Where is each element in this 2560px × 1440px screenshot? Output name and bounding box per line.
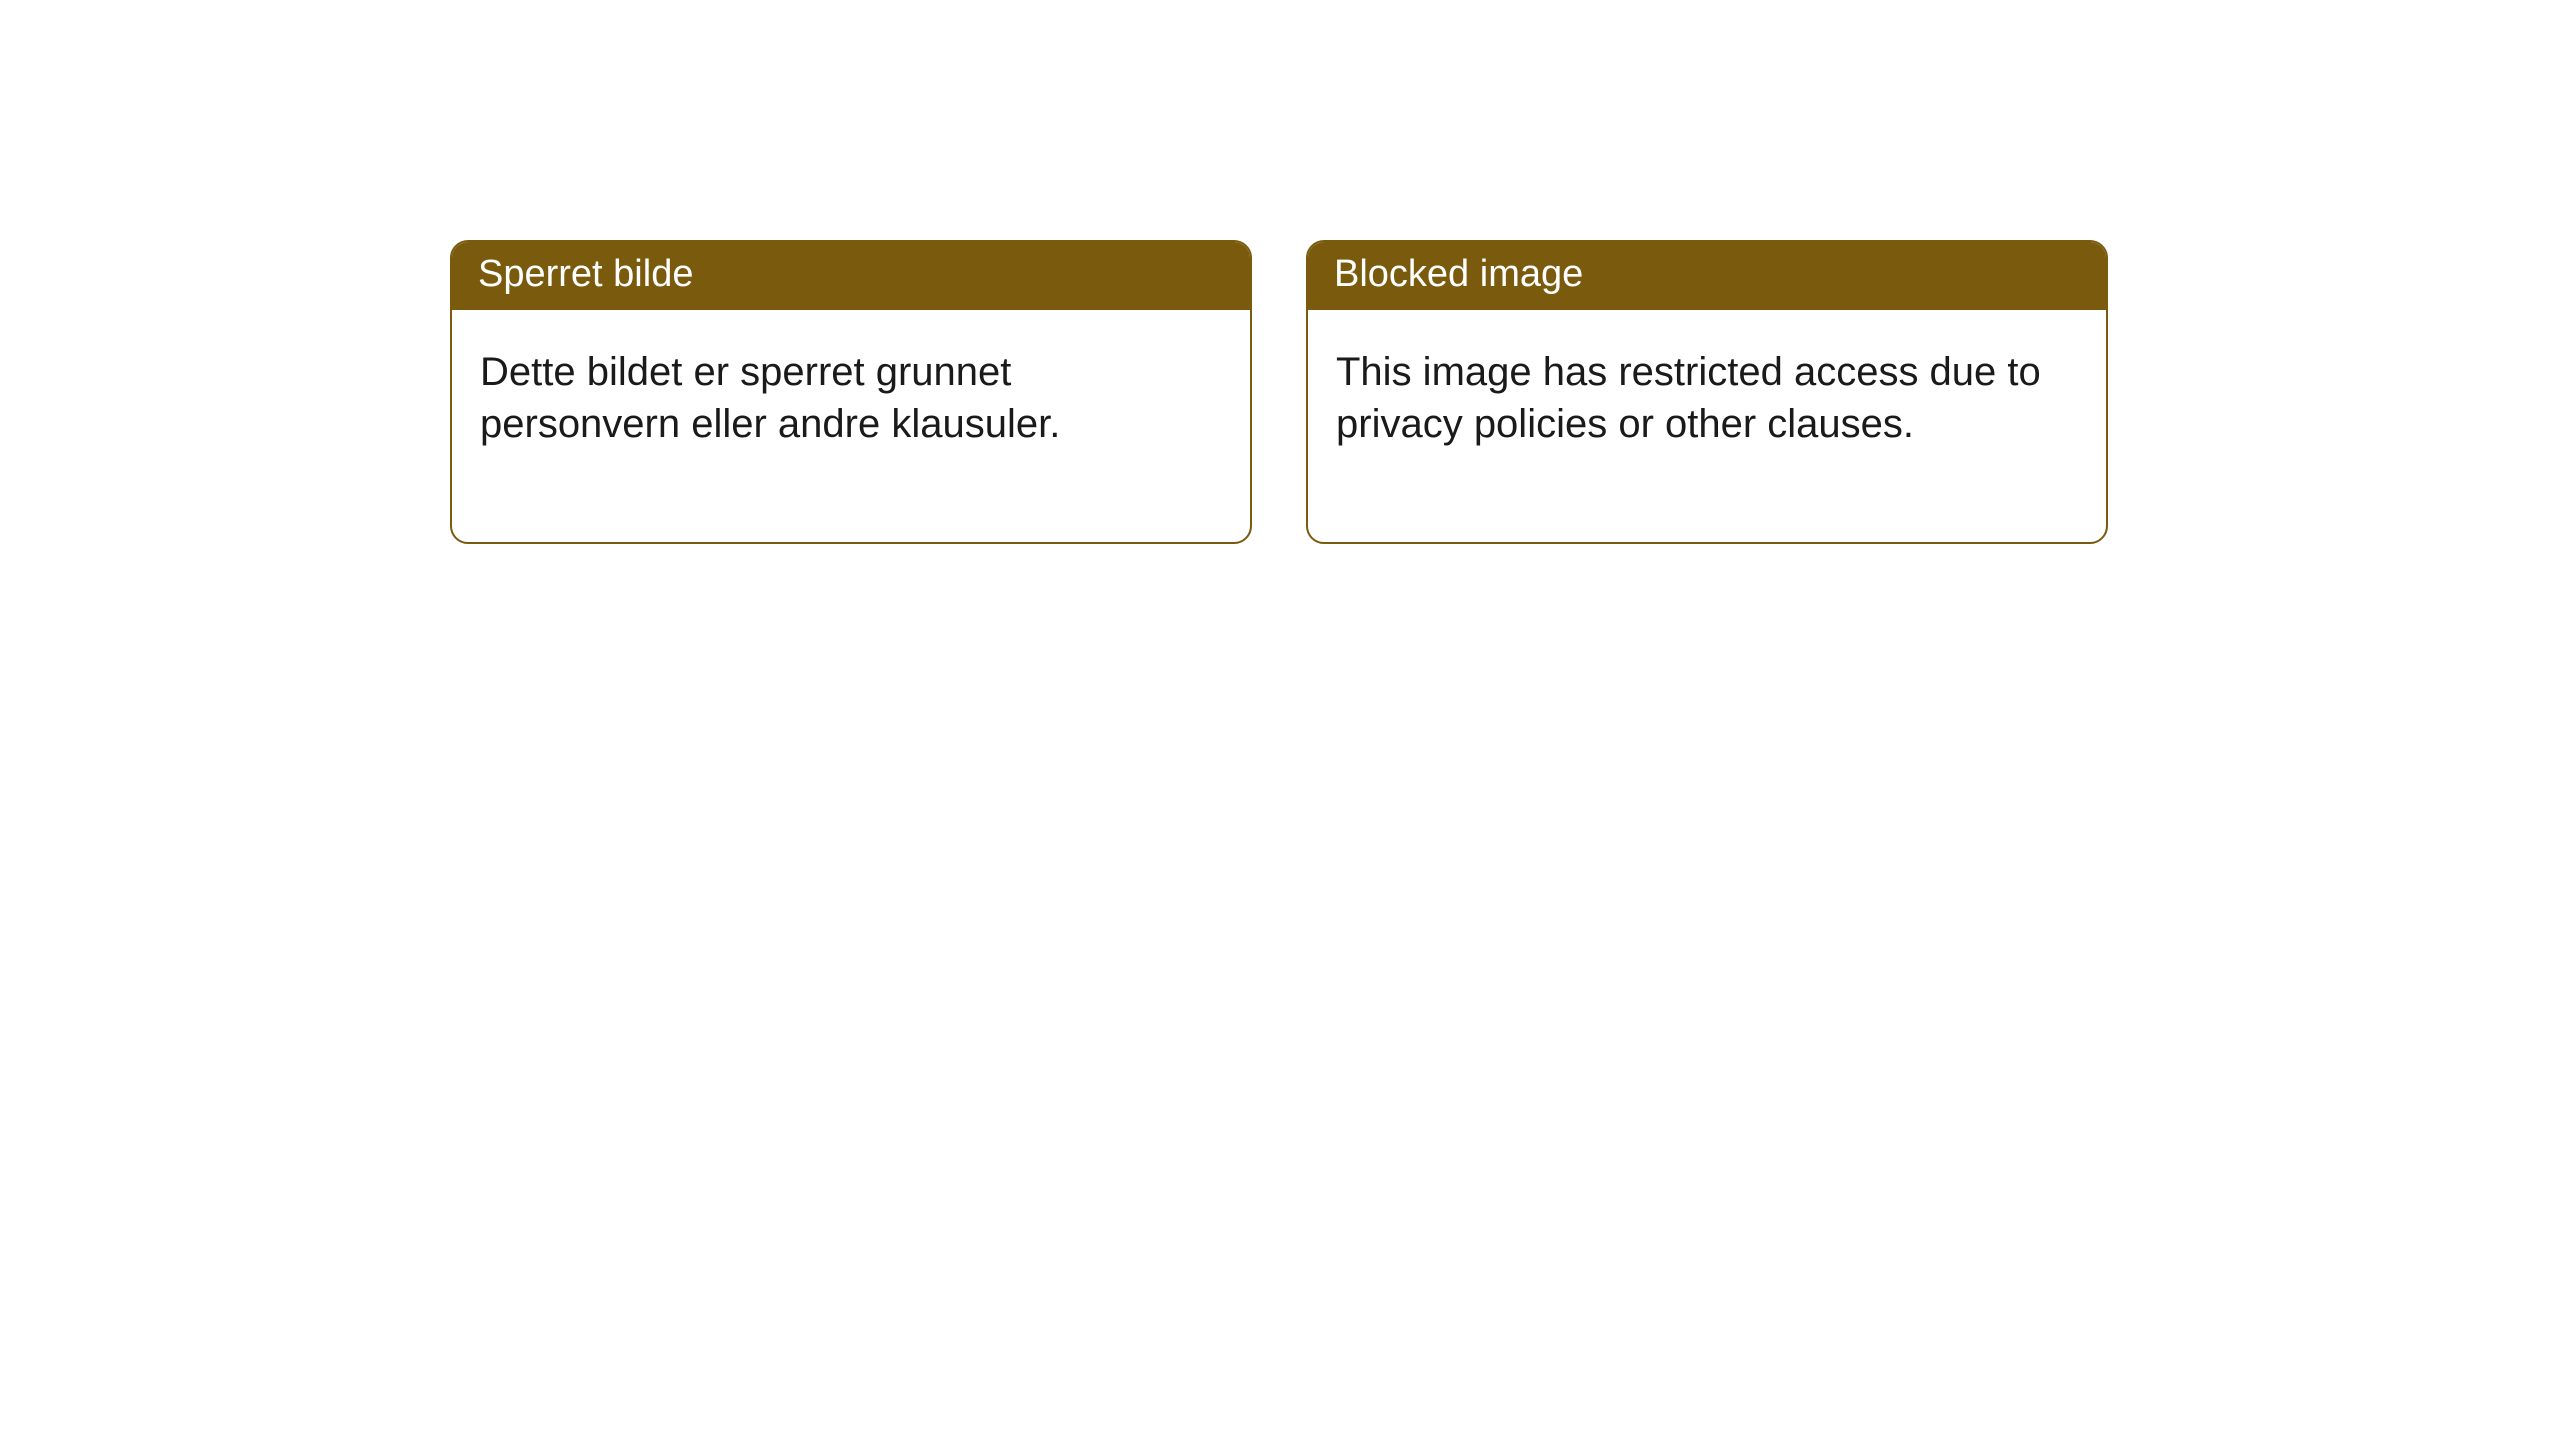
card-body-no: Dette bildet er sperret grunnet personve… [452, 310, 1250, 542]
blocked-image-card-en: Blocked image This image has restricted … [1306, 240, 2108, 544]
card-header-no: Sperret bilde [452, 242, 1250, 310]
cards-container: Sperret bilde Dette bildet er sperret gr… [450, 240, 2108, 544]
card-header-en: Blocked image [1308, 242, 2106, 310]
blocked-image-card-no: Sperret bilde Dette bildet er sperret gr… [450, 240, 1252, 544]
card-body-en: This image has restricted access due to … [1308, 310, 2106, 542]
